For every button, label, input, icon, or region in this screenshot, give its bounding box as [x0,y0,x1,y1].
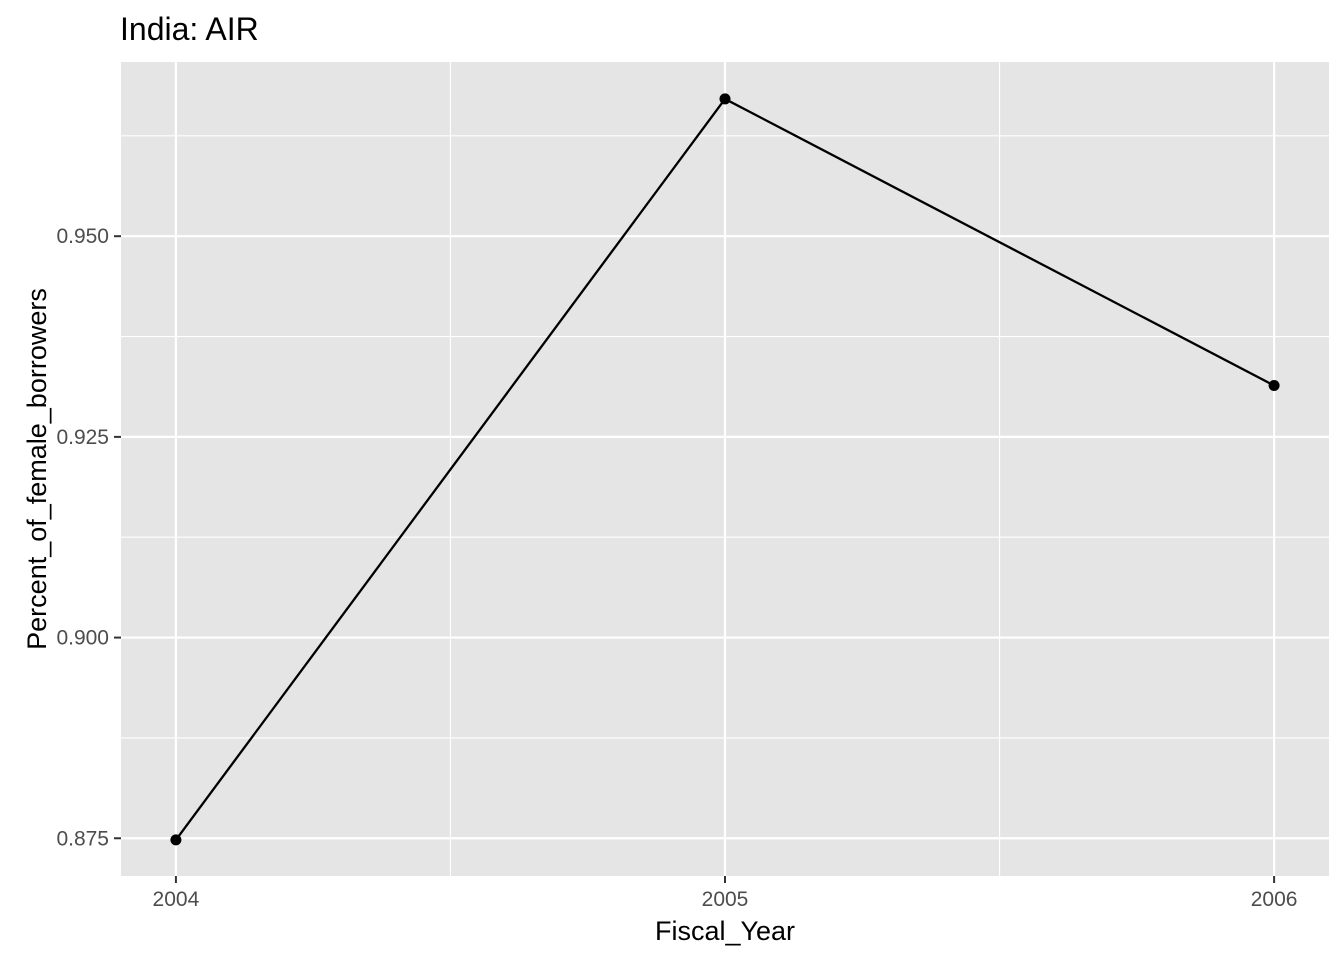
y-tick-label: 0.925 [56,426,109,449]
x-axis-title: Fiscal_Year [655,916,795,946]
x-tick-label: 2005 [702,888,749,911]
x-tick-label: 2004 [153,888,200,911]
y-tick-label: 0.875 [56,827,109,850]
data-point [719,93,731,105]
data-point [1268,380,1280,392]
chart-title: India: AIR [120,11,259,47]
x-axis: 2004 2005 2006 [153,876,1298,911]
y-axis: 0.875 0.900 0.925 0.950 [56,225,121,850]
y-tick-label: 0.950 [56,225,109,248]
series-group [170,93,1280,846]
data-point [170,834,182,846]
major-gridlines [121,62,1329,876]
y-tick-label: 0.900 [56,627,109,650]
y-axis-title: Percent_of_female_borrowers [22,288,52,650]
x-tick-label: 2006 [1251,888,1298,911]
